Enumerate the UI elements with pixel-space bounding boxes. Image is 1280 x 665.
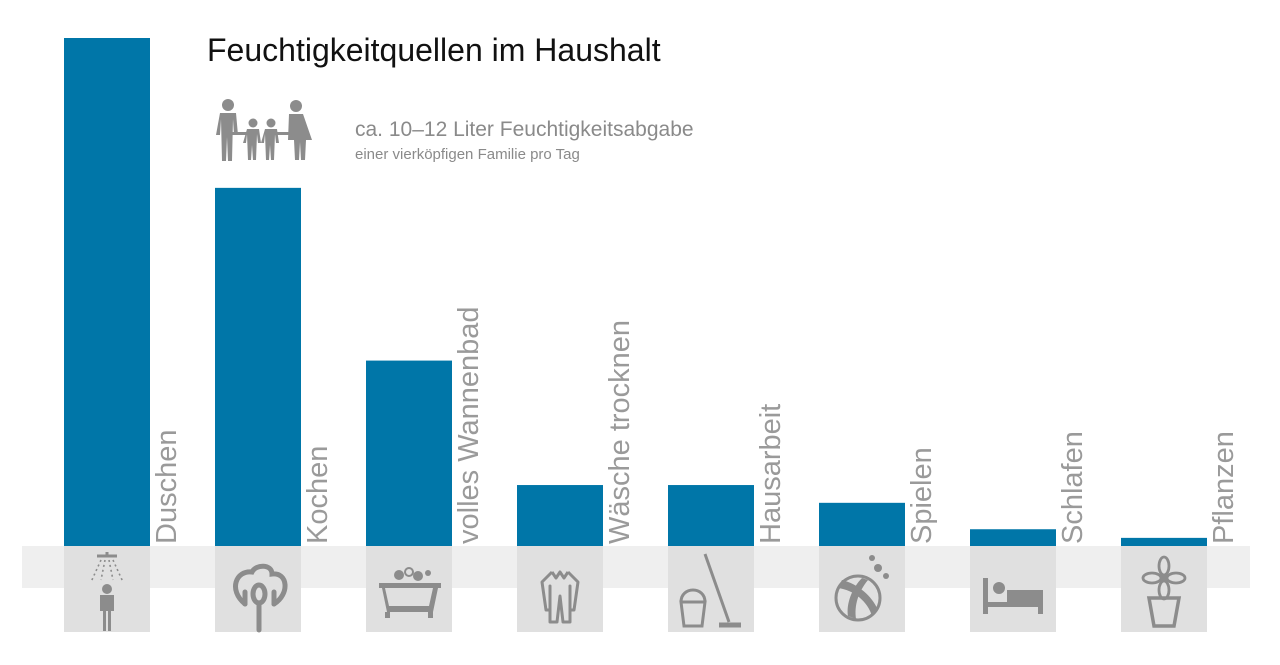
- bar-7: [1121, 537, 1207, 546]
- chart-title: Feuchtigkeitquellen im Haushalt: [207, 32, 661, 68]
- category-label: Schlafen: [1057, 431, 1089, 544]
- icon-box: [819, 546, 905, 632]
- bar-4: [668, 485, 754, 546]
- category-label: Kochen: [302, 446, 334, 544]
- icon-box: [668, 546, 754, 632]
- category-label: Wäsche trocknen: [604, 320, 636, 544]
- bar-0: [64, 38, 150, 546]
- category-label: Hausarbeit: [755, 404, 787, 544]
- category-label: Pflanzen: [1208, 431, 1240, 544]
- bar-5: [819, 502, 905, 546]
- subtitle-line1: ca. 10–12 Liter Feuchtigkeitsabgabe: [355, 118, 694, 141]
- icon-box: [366, 546, 452, 632]
- category-label: Duschen: [151, 430, 183, 544]
- icon-boxes: [64, 546, 1207, 632]
- category-labels: Duschen Kochen volles Wannenbad Wäsche troc…: [151, 306, 1240, 544]
- bar-2: [366, 360, 452, 546]
- icon-band: [22, 546, 1250, 588]
- bar-6: [970, 529, 1056, 546]
- icon-box: [517, 546, 603, 632]
- subtitle-line2: einer vierköpfigen Familie pro Tag: [355, 146, 580, 163]
- category-label: Spielen: [906, 447, 938, 544]
- icon-box: [970, 546, 1056, 632]
- icon-box: [1121, 546, 1207, 632]
- category-label: volles Wannenbad: [453, 306, 485, 544]
- bars: [64, 38, 1207, 547]
- bar-3: [517, 485, 603, 546]
- bar-1: [215, 187, 301, 547]
- family-icon: [216, 99, 312, 161]
